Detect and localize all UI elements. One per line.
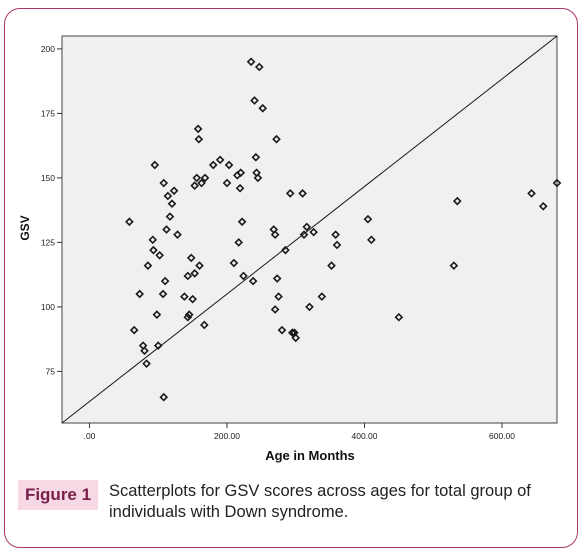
data-point [140, 346, 149, 356]
data-point [195, 261, 204, 270]
caption-text: Scatterplots for GSV scores across ages … [109, 482, 531, 521]
data-point [222, 178, 232, 188]
data-point [180, 292, 189, 301]
data-point [159, 392, 169, 402]
y-tick-label: 125 [41, 237, 55, 247]
data-point [309, 227, 318, 237]
data-point [277, 325, 287, 335]
x-tick-label: 400.00 [352, 431, 378, 441]
data-point [367, 235, 376, 245]
data-point [215, 155, 225, 165]
data-point [270, 305, 280, 314]
data-point [152, 310, 162, 319]
data-point [224, 160, 234, 170]
data-point [193, 124, 203, 134]
data-point [186, 253, 196, 263]
x-axis-label: Age in Months [265, 448, 355, 463]
data-point [246, 57, 256, 67]
data-point [160, 276, 170, 286]
data-point [194, 134, 204, 144]
data-point [285, 189, 295, 198]
data-point [291, 333, 301, 343]
y-axis-label: GSV [18, 215, 32, 240]
data-point [149, 245, 158, 255]
data-point [188, 294, 197, 304]
data-point [148, 235, 158, 245]
data-point [159, 178, 169, 188]
data-point [239, 271, 248, 281]
data-point [538, 201, 548, 211]
data-point [274, 292, 283, 301]
data-point [167, 199, 177, 209]
data-point [305, 302, 314, 312]
reference-line [61, 35, 558, 424]
data-point [162, 225, 171, 234]
data-point [229, 258, 239, 268]
data-point [234, 238, 244, 247]
data-point [331, 230, 340, 239]
data-point [158, 289, 168, 299]
data-point [208, 160, 218, 170]
scatter-chart: .00 200.00 400.00 600.00 75 100 125 150 175 200 A… [18, 35, 562, 463]
y-tick-label: 175 [41, 108, 55, 118]
data-point [150, 160, 160, 170]
x-tick-label: .00 [84, 431, 96, 441]
data-point [552, 178, 562, 188]
y-tick-label: 200 [41, 44, 55, 54]
data-point [183, 271, 193, 281]
y-tick-label: 75 [46, 366, 56, 376]
data-point [272, 274, 282, 283]
data-point [163, 191, 173, 201]
data-point [237, 217, 247, 227]
data-point [327, 261, 336, 270]
data-point [135, 289, 145, 299]
data-point [165, 212, 175, 221]
data-point [302, 222, 312, 232]
data-point [192, 173, 202, 183]
data-point [281, 245, 290, 255]
data-point [143, 261, 153, 270]
data-point [250, 96, 259, 105]
data-point [270, 230, 280, 239]
y-tick-label: 150 [41, 173, 55, 183]
data-point [236, 168, 246, 178]
data-point [190, 181, 200, 190]
data-point [449, 261, 459, 270]
data-point [125, 217, 134, 227]
data-point [155, 250, 164, 260]
x-tick-label: 200.00 [214, 431, 240, 441]
data-point [299, 230, 309, 239]
data-point [394, 312, 404, 322]
data-point [184, 310, 194, 319]
data-point [317, 292, 327, 301]
data-point [258, 103, 268, 113]
data-point [190, 269, 200, 278]
data-point [272, 134, 281, 144]
data-point [129, 325, 139, 335]
data-point [142, 359, 151, 368]
data-point [235, 183, 245, 193]
data-point [200, 173, 210, 183]
data-point [287, 328, 297, 338]
y-tick-label: 100 [41, 302, 55, 312]
data-point [298, 189, 307, 198]
data-point [253, 173, 263, 183]
data-point [452, 196, 462, 206]
data-point [251, 152, 261, 162]
x-tick-label: 600.00 [489, 431, 515, 441]
figure-badge: Figure 1 [18, 480, 98, 510]
data-point [197, 178, 206, 188]
data-point [173, 230, 182, 239]
data-point [199, 320, 209, 330]
data-point [254, 62, 264, 72]
data-point [248, 276, 258, 286]
data-point [527, 189, 536, 198]
data-point [153, 341, 163, 350]
data-point [363, 214, 373, 224]
data-point [332, 240, 342, 250]
data-point [169, 186, 179, 196]
